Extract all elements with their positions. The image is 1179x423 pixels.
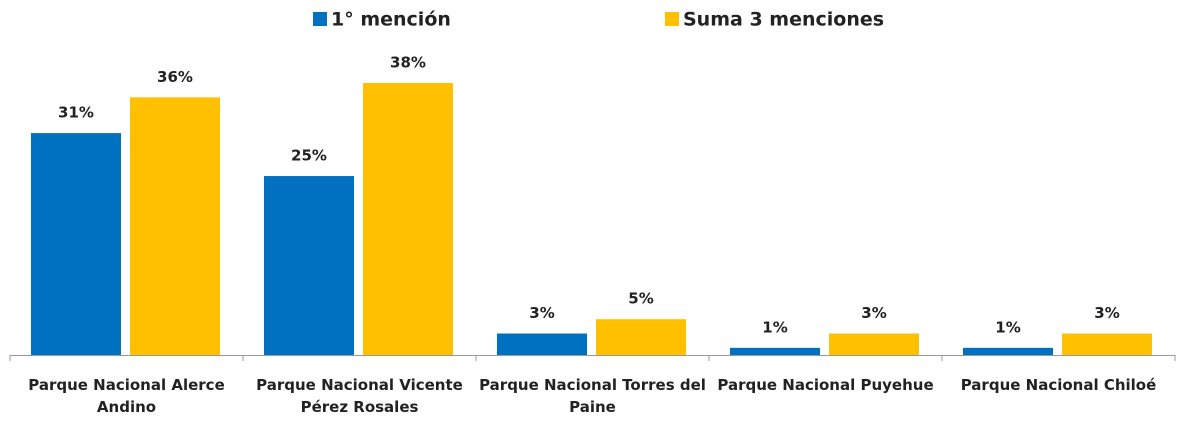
bar bbox=[1062, 333, 1152, 355]
data-label: 5% bbox=[628, 290, 653, 308]
x-tick-label: Parque Nacional Alerce Andino bbox=[28, 376, 225, 416]
bar bbox=[363, 83, 453, 355]
x-tick-label: Parque Nacional Vicente Pérez Rosales bbox=[256, 376, 463, 416]
data-label: 3% bbox=[861, 304, 886, 322]
data-label: 31% bbox=[58, 104, 94, 122]
x-tick-label: Parque Nacional Puyehue bbox=[717, 376, 934, 394]
bar bbox=[730, 347, 820, 355]
legend-label: Suma 3 menciones bbox=[683, 9, 884, 31]
data-label: 3% bbox=[529, 304, 554, 322]
legend-swatch bbox=[665, 12, 679, 26]
data-label: 38% bbox=[390, 54, 426, 72]
legend-swatch bbox=[313, 12, 327, 26]
data-label: 25% bbox=[291, 147, 327, 165]
data-label: 3% bbox=[1094, 304, 1119, 322]
bar bbox=[963, 347, 1053, 355]
bar bbox=[829, 333, 919, 355]
bar bbox=[130, 97, 220, 355]
bar bbox=[497, 333, 587, 355]
bar bbox=[264, 176, 354, 355]
legend-label: 1° mención bbox=[331, 9, 451, 31]
bar bbox=[596, 319, 686, 355]
x-tick-label: Parque Nacional Torres del Paine bbox=[479, 376, 706, 416]
bar bbox=[31, 133, 121, 355]
data-label: 1% bbox=[762, 318, 787, 336]
data-label: 1% bbox=[995, 318, 1020, 336]
x-tick-label: Parque Nacional Chiloé bbox=[960, 376, 1157, 394]
data-label: 36% bbox=[157, 68, 193, 86]
